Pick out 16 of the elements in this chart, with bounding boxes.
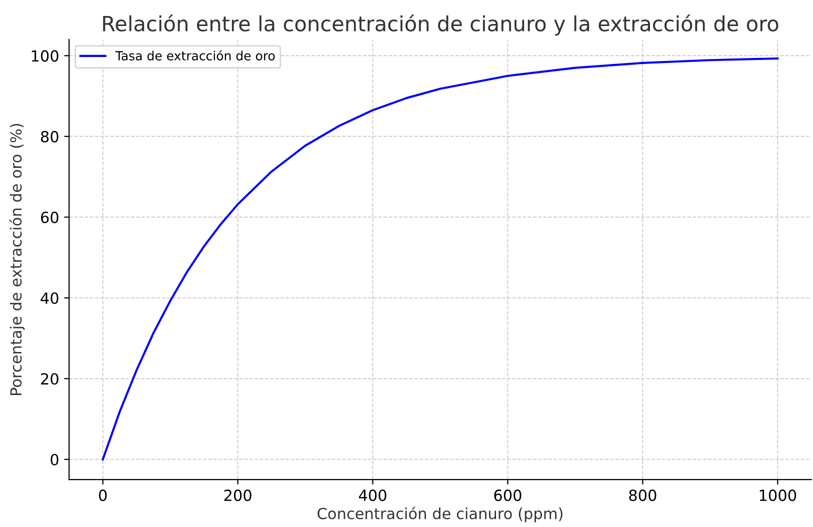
x-tick-label: 800 — [629, 490, 656, 502]
y-tick-label: 100 — [32, 50, 58, 62]
x-tick-label: 200 — [224, 490, 252, 502]
x-tick-label: 600 — [494, 490, 522, 502]
x-tick-label: 400 — [358, 490, 386, 502]
y-axis-title: Porcentaje de extracción de oro (%) — [9, 124, 25, 395]
y-tick-label: 80 — [40, 130, 58, 142]
y-tick-label: 0 — [50, 454, 58, 466]
x-axis-title: Concentración de cianuro (ppm) — [318, 506, 562, 522]
x-tick-label: 0 — [98, 490, 107, 502]
legend-label: Tasa de extracción de oro — [115, 50, 275, 60]
y-tick-label: 20 — [41, 373, 58, 385]
x-tick-label: 1000 — [760, 490, 796, 502]
chart-title: Relación entre la concentración de cianuro y la extracción de oro — [103, 14, 778, 36]
y-tick-label: 60 — [41, 212, 58, 224]
y-tick-label: 40 — [40, 292, 58, 304]
